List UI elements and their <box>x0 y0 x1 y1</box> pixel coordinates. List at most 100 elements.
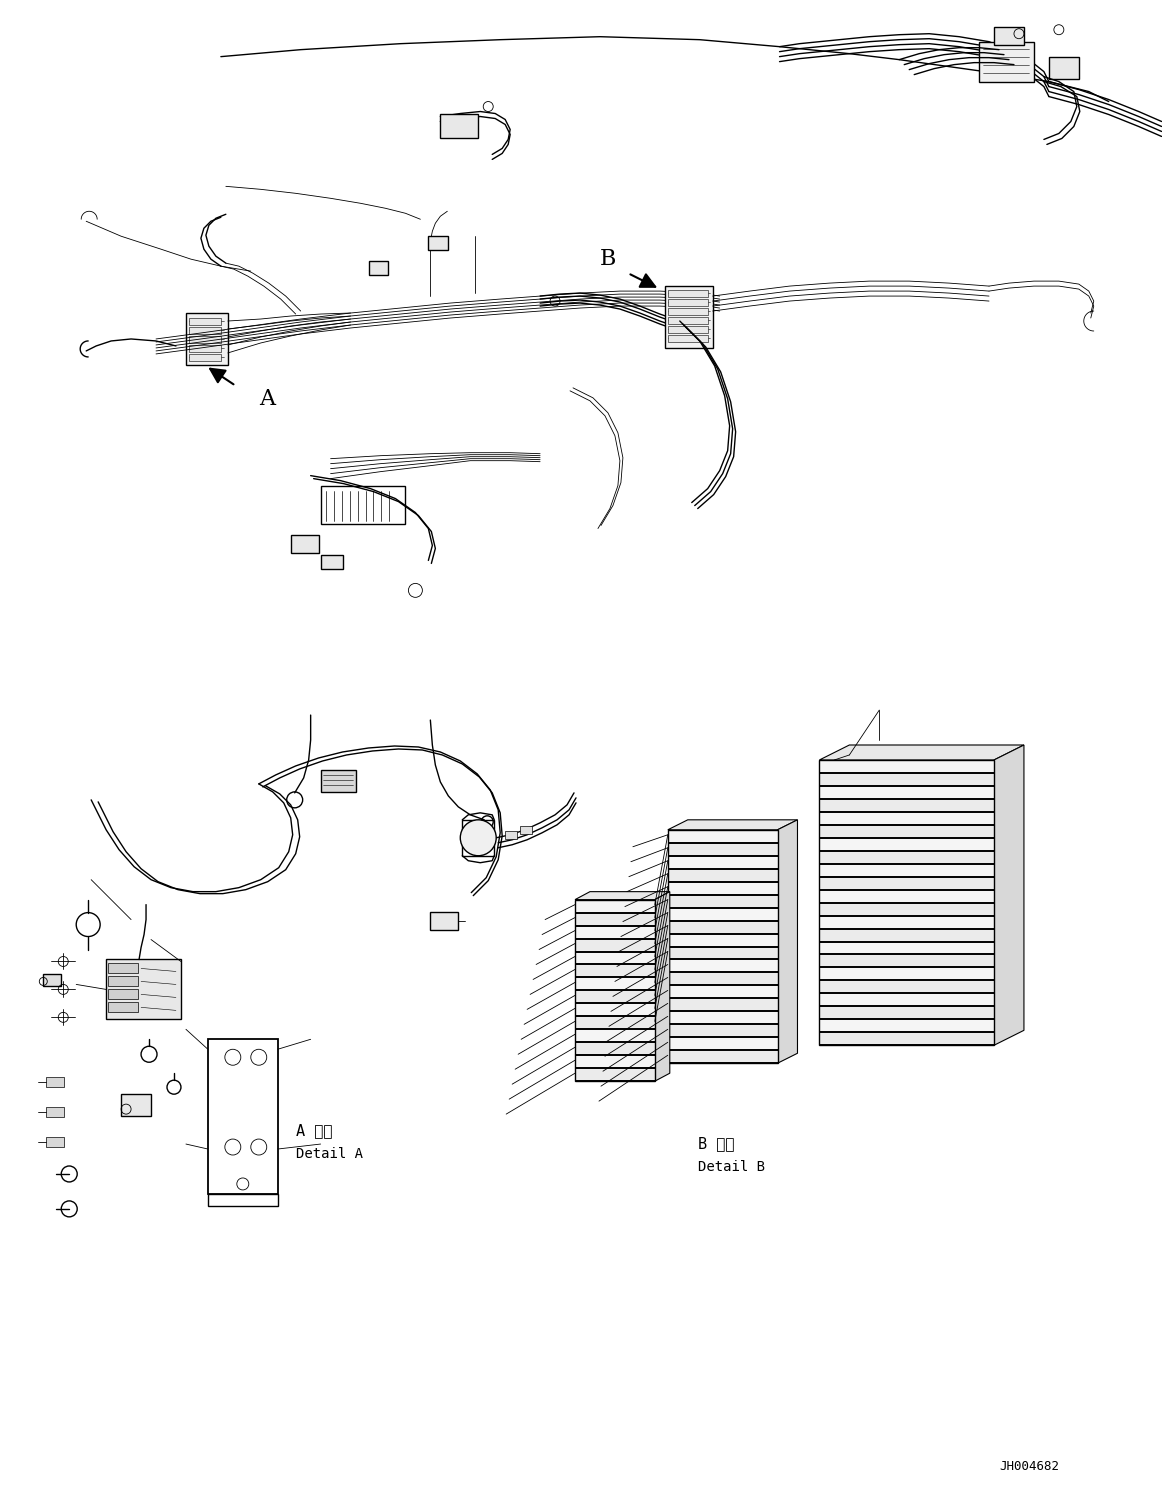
Bar <box>369 262 388 275</box>
Bar <box>188 318 221 324</box>
Bar <box>188 336 221 342</box>
Bar <box>575 978 655 990</box>
Text: A 詳細: A 詳細 <box>295 1123 333 1138</box>
Bar <box>121 1094 151 1116</box>
Bar <box>428 237 448 250</box>
Bar <box>321 555 343 570</box>
Bar <box>820 915 994 927</box>
Bar <box>575 1003 655 1015</box>
Bar <box>665 286 713 348</box>
Bar <box>505 830 518 839</box>
Bar <box>820 838 994 850</box>
Bar <box>208 1039 278 1193</box>
Bar <box>108 990 138 1000</box>
Bar <box>47 1107 64 1117</box>
Bar <box>575 964 655 976</box>
Bar <box>575 1030 655 1042</box>
Bar <box>668 998 778 1010</box>
Bar <box>668 869 778 881</box>
Bar <box>575 991 655 1003</box>
Bar <box>820 863 994 875</box>
Bar <box>321 769 356 792</box>
Bar <box>575 939 655 951</box>
Bar <box>820 1006 994 1018</box>
Bar <box>668 830 778 1064</box>
Bar <box>321 485 406 524</box>
Bar <box>820 786 994 798</box>
Text: Detail A: Detail A <box>295 1147 363 1161</box>
Bar <box>188 327 221 333</box>
Bar <box>820 890 994 902</box>
Bar <box>575 1055 655 1067</box>
Bar <box>820 851 994 863</box>
Bar <box>668 985 778 997</box>
Bar <box>994 27 1023 45</box>
Bar <box>106 960 181 1019</box>
Bar <box>820 954 994 967</box>
Bar <box>668 326 708 333</box>
Bar <box>668 1037 778 1049</box>
Text: Detail B: Detail B <box>698 1161 765 1174</box>
Bar <box>188 345 221 353</box>
Bar <box>668 830 778 842</box>
Bar <box>820 903 994 915</box>
Bar <box>668 335 708 342</box>
Bar <box>979 42 1034 82</box>
Bar <box>186 312 228 365</box>
Bar <box>820 994 994 1006</box>
Polygon shape <box>575 891 670 900</box>
Bar <box>668 317 708 324</box>
Bar <box>820 760 994 772</box>
Bar <box>108 1003 138 1012</box>
Bar <box>820 876 994 888</box>
Bar <box>820 812 994 824</box>
Bar <box>208 1193 278 1205</box>
Bar <box>668 973 778 985</box>
Text: B 詳細: B 詳細 <box>698 1137 734 1152</box>
Bar <box>575 1016 655 1028</box>
Bar <box>668 290 708 298</box>
Bar <box>575 951 655 963</box>
Bar <box>820 929 994 940</box>
Bar <box>820 760 994 1045</box>
Circle shape <box>461 820 497 856</box>
Bar <box>820 799 994 811</box>
Bar <box>668 308 708 315</box>
Bar <box>575 926 655 937</box>
Bar <box>820 1019 994 1031</box>
Bar <box>575 912 655 924</box>
Bar <box>668 894 778 906</box>
Bar <box>668 946 778 958</box>
Bar <box>43 975 62 987</box>
Bar <box>668 1051 778 1062</box>
Bar <box>668 921 778 933</box>
Bar <box>520 826 533 833</box>
Text: B: B <box>600 248 616 271</box>
Bar <box>108 963 138 973</box>
Bar <box>668 960 778 972</box>
Bar <box>430 912 458 930</box>
Bar <box>668 1024 778 1036</box>
Bar <box>820 967 994 979</box>
Bar <box>668 933 778 945</box>
Polygon shape <box>820 745 1023 760</box>
Bar <box>441 113 478 138</box>
Polygon shape <box>778 820 798 1064</box>
Bar <box>668 842 778 854</box>
Bar <box>1049 57 1079 79</box>
Polygon shape <box>655 891 670 1082</box>
Bar <box>820 824 994 836</box>
Bar <box>575 900 655 912</box>
Bar <box>462 820 494 856</box>
Bar <box>47 1137 64 1147</box>
Text: JH004682: JH004682 <box>999 1460 1059 1473</box>
Bar <box>668 882 778 894</box>
Bar <box>291 536 319 554</box>
Bar <box>668 856 778 868</box>
Bar <box>575 1068 655 1080</box>
Polygon shape <box>994 745 1023 1045</box>
Bar <box>108 976 138 987</box>
Bar <box>820 942 994 954</box>
Bar <box>188 354 221 362</box>
Bar <box>668 299 708 307</box>
